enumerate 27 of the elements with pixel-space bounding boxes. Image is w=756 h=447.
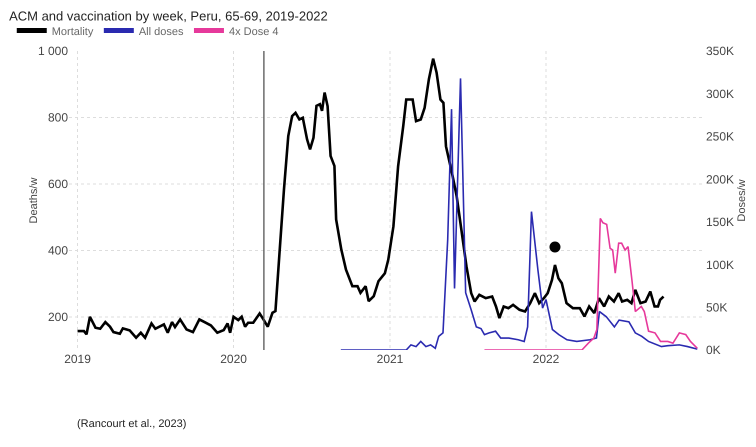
chart-title: ACM and vaccination by week, Peru, 65-69, 2019-2022: [9, 8, 328, 24]
x-tick-label: 2020: [220, 352, 248, 366]
y2-tick-label: 300K: [706, 86, 734, 101]
y-tick-label: 400: [48, 244, 68, 258]
line-series: [340, 78, 698, 350]
y2-tick-label: 250K: [706, 130, 734, 144]
y-tick-label: 800: [48, 110, 68, 125]
text: (Rancourt et al., 2023): [77, 418, 186, 430]
y2-tick-label: 150K: [706, 215, 734, 230]
y-tick-label: 1 000: [38, 44, 68, 58]
line-series: [484, 218, 698, 350]
y2-axis-title: Doses/w: [736, 179, 748, 222]
y2-tick-label: 100K: [706, 258, 734, 272]
x-tick-label: 2019: [64, 352, 92, 366]
x-tick-label: 2021: [376, 352, 404, 366]
legend-label: All doses: [138, 26, 184, 38]
y2-tick-label: 200K: [706, 172, 734, 186]
line-series: [76, 57, 665, 340]
x-tick-label: 2022: [532, 352, 560, 366]
y2-tick-label: 50K: [706, 300, 728, 314]
legend-label: Mortality: [52, 26, 94, 38]
y-tick-label: 600: [48, 177, 68, 192]
y-tick-label: 200: [48, 310, 68, 324]
y2-tick-label: 350K: [706, 44, 734, 58]
legend-label: 4x Dose 4: [228, 26, 278, 38]
y-axis-title: Deaths/w: [28, 178, 40, 224]
y2-tick-label: 0K: [706, 343, 721, 358]
